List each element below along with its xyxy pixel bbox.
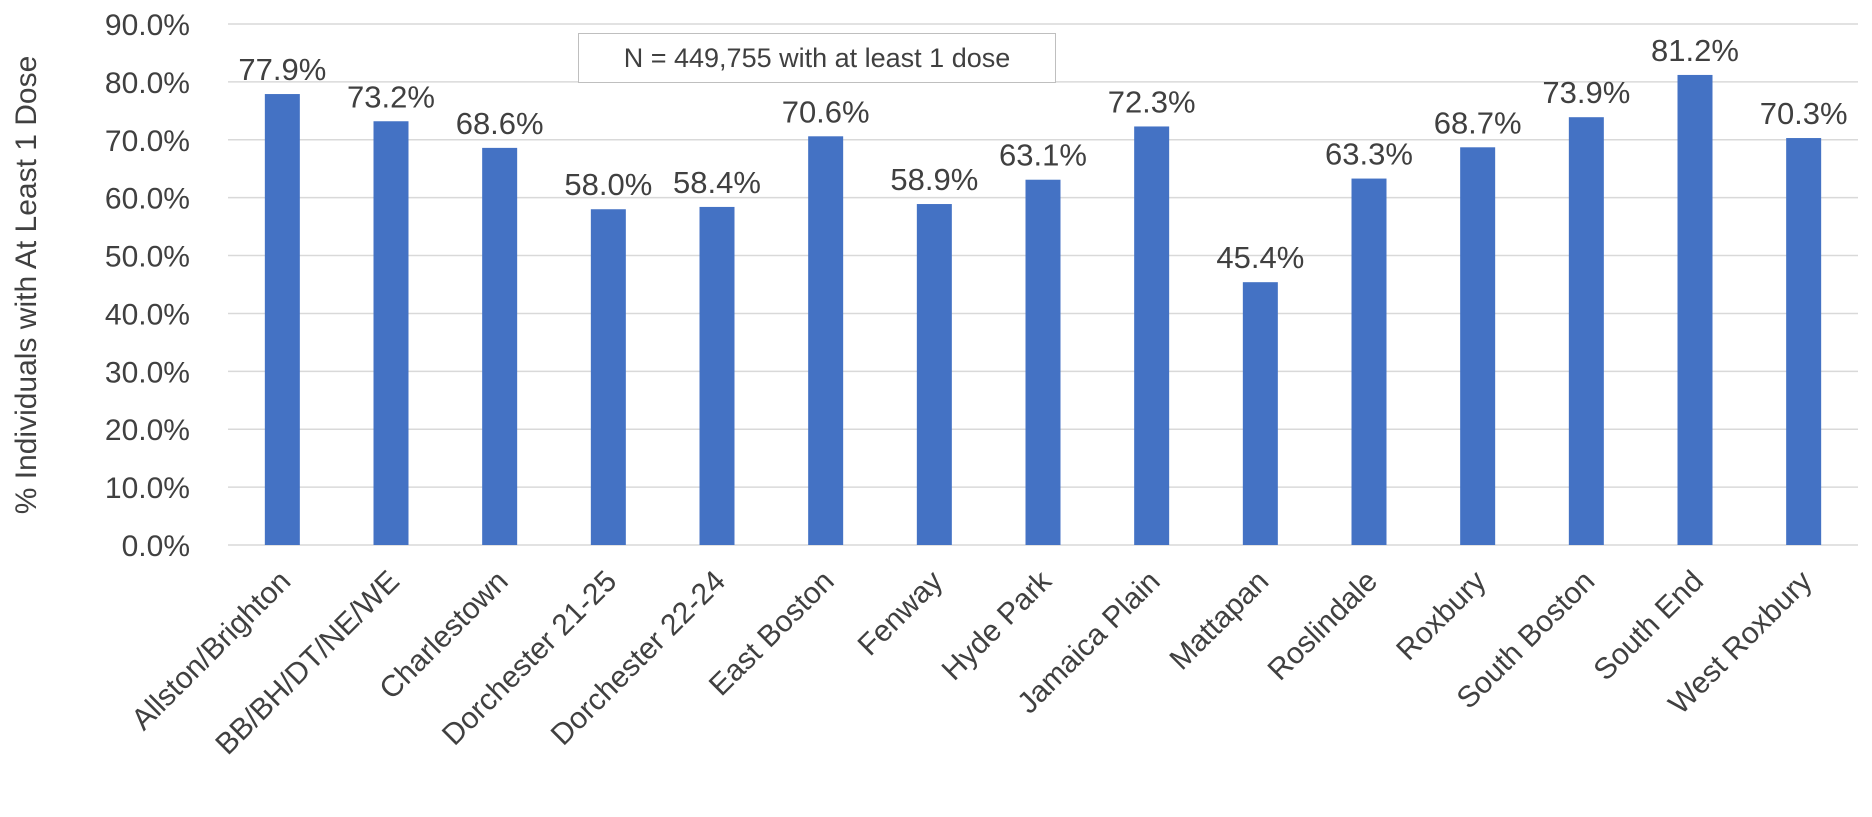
bar: [373, 121, 409, 546]
x-category-label: BB/BH/DT/NE/WE: [209, 565, 406, 762]
data-label: 63.3%: [1325, 137, 1413, 172]
data-label: 45.4%: [1216, 240, 1304, 275]
y-tick-label: 0.0%: [122, 530, 190, 563]
y-tick-label: 10.0%: [105, 472, 190, 505]
y-axis-title: % Individuals with At Least 1 Dose: [10, 56, 43, 515]
bar: [808, 136, 844, 545]
bar: [1025, 179, 1061, 545]
bar: [699, 206, 735, 545]
sample-size-annotation: N = 449,755 with at least 1 dose: [578, 33, 1056, 83]
y-tick-label: 30.0%: [105, 356, 190, 389]
data-label: 58.0%: [564, 167, 652, 202]
y-tick-label: 40.0%: [105, 298, 190, 331]
bar: [916, 204, 952, 546]
bar: [1786, 138, 1822, 545]
y-tick-label: 90.0%: [105, 9, 190, 42]
bar: [1134, 126, 1170, 546]
y-tick-label: 20.0%: [105, 414, 190, 447]
x-category-label: Roslindale: [1262, 565, 1384, 687]
y-axis-ticks: 0.0% 10.0% 20.0% 30.0% 40.0% 50.0% 60.0% 70.0% 8…: [105, 9, 190, 563]
y-tick-label: 50.0%: [105, 241, 190, 274]
bar: [1351, 178, 1387, 545]
data-label: 72.3%: [1108, 84, 1196, 119]
bar: [1460, 147, 1496, 545]
x-category-label: Mattapan: [1163, 565, 1275, 677]
y-tick-label: 60.0%: [105, 183, 190, 216]
x-axis-categories: Allston/BrightonBB/BH/DT/NE/WECharlestow…: [125, 564, 1818, 761]
bar: [1242, 282, 1278, 545]
data-label: 68.7%: [1434, 105, 1522, 140]
data-label: 70.6%: [782, 94, 870, 129]
data-label: 77.9%: [238, 52, 326, 87]
x-category-label: Fenway: [852, 565, 950, 663]
data-label: 73.2%: [347, 79, 435, 114]
y-tick-label: 80.0%: [105, 67, 190, 100]
data-label: 63.1%: [999, 138, 1087, 173]
data-label: 58.4%: [673, 165, 761, 200]
bar: [1677, 74, 1713, 545]
data-label: 81.2%: [1651, 33, 1739, 68]
bar: [264, 94, 300, 545]
bar: [1568, 117, 1604, 545]
data-label: 68.6%: [456, 106, 544, 141]
y-tick-label: 70.0%: [105, 125, 190, 158]
data-label: 58.9%: [890, 162, 978, 197]
bars: [264, 74, 1822, 546]
bar: [590, 209, 626, 545]
data-label: 70.3%: [1760, 96, 1848, 131]
bar: [482, 147, 518, 546]
x-category-label: Roxbury: [1390, 565, 1492, 667]
data-labels: 77.9% 73.2% 68.6% 58.0% 58.4% 70.6% 58.9% 63.1%…: [238, 33, 1847, 275]
data-label: 73.9%: [1542, 75, 1630, 110]
